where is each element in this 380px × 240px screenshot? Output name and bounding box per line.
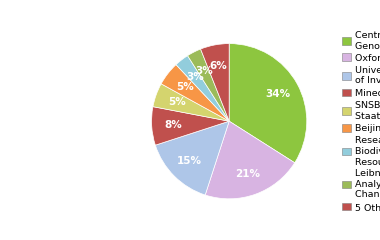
Text: 5%: 5% xyxy=(168,97,185,107)
Text: 6%: 6% xyxy=(210,61,228,71)
Wedge shape xyxy=(155,121,229,195)
Wedge shape xyxy=(201,44,229,121)
Text: 5%: 5% xyxy=(176,82,194,92)
Text: 34%: 34% xyxy=(266,89,291,99)
Wedge shape xyxy=(152,107,229,145)
Text: 15%: 15% xyxy=(177,156,202,166)
Text: 21%: 21% xyxy=(236,169,261,179)
Text: 3%: 3% xyxy=(195,66,213,76)
Text: 3%: 3% xyxy=(186,72,204,82)
Wedge shape xyxy=(188,49,229,121)
Wedge shape xyxy=(153,84,229,121)
Wedge shape xyxy=(176,56,229,121)
Wedge shape xyxy=(229,44,307,163)
Text: 8%: 8% xyxy=(165,120,182,130)
Wedge shape xyxy=(161,65,229,121)
Legend: Centre for Biodiversity
Genomics [34], Oxford Nanopore [21], University of Lodz,: Centre for Biodiversity Genomics [34], O… xyxy=(340,29,380,214)
Wedge shape xyxy=(205,121,294,199)
